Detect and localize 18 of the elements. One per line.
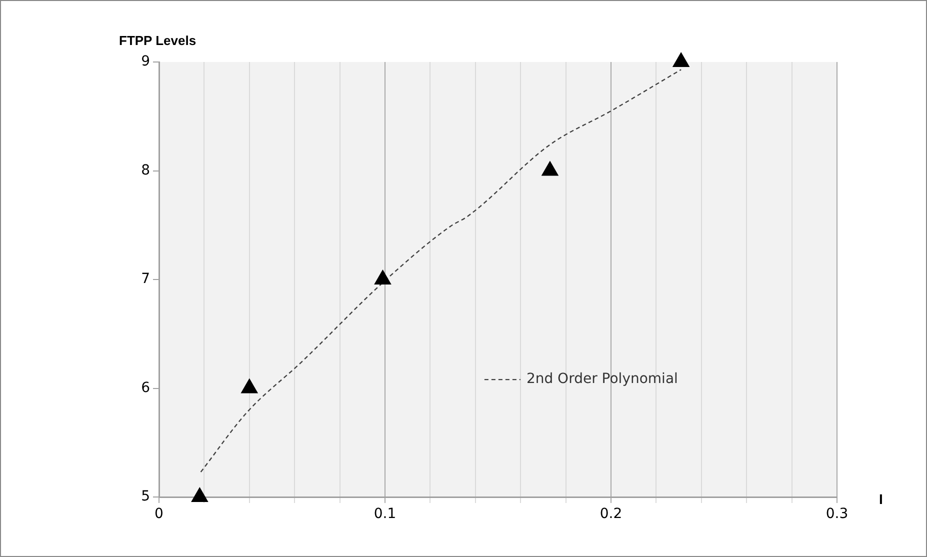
y-tick-label: 7 — [141, 271, 150, 288]
x-tick-label: 0.2 — [600, 506, 622, 522]
y-tick-label: 8 — [141, 162, 150, 178]
line-series — [200, 69, 682, 473]
point — [542, 161, 558, 176]
x-tick-label: 0.1 — [374, 506, 396, 522]
point — [241, 378, 258, 394]
point — [191, 488, 208, 502]
y-tick-label: 5 — [141, 488, 150, 505]
x-tick-label: 0 — [154, 506, 164, 522]
y-axis-title: FTPP Levels — [119, 33, 196, 48]
y-tick-label: 6 — [141, 380, 150, 396]
point — [374, 270, 392, 284]
x-axis-title: I — [879, 490, 883, 507]
point — [672, 52, 690, 67]
y-tick-label: 9 — [141, 54, 150, 70]
legend-label: 2nd Order Polynomial — [526, 371, 678, 388]
x-tick-label: 0.3 — [826, 506, 848, 522]
